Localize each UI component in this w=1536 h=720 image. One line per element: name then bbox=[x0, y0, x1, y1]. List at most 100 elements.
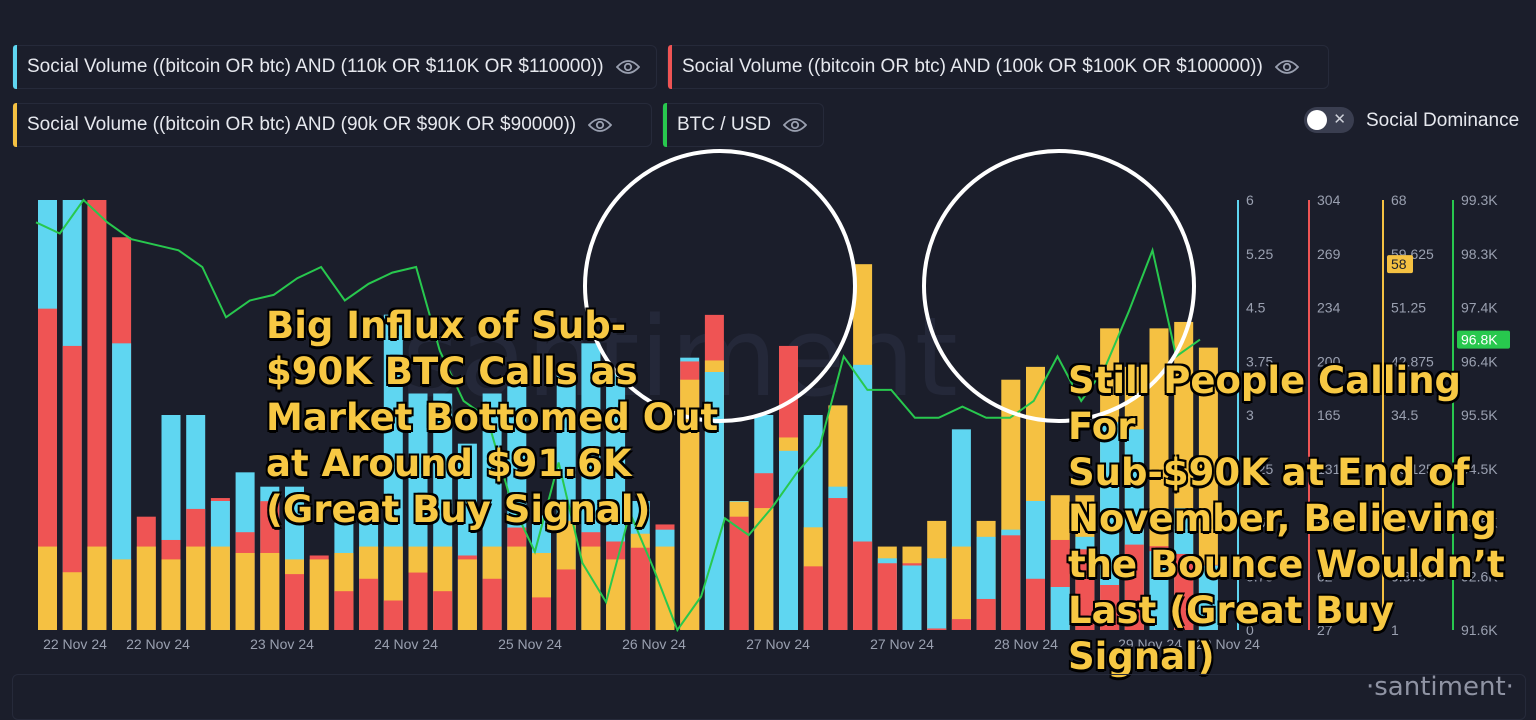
x-tick-label: 26 Nov 24 bbox=[622, 636, 686, 652]
bar-90k bbox=[161, 559, 181, 630]
bar-100k bbox=[87, 200, 107, 630]
annotation-left-line: Big Influx of Sub- bbox=[266, 304, 627, 347]
bar-90k bbox=[210, 546, 230, 630]
axis-tick-label: 34.5 bbox=[1391, 407, 1418, 423]
annotation-right-line: Last (Great Buy Signal) bbox=[1068, 589, 1394, 678]
bar-100k bbox=[433, 591, 453, 630]
axis-tick-label: 304 bbox=[1317, 192, 1341, 208]
legend-item-btc[interactable]: BTC / USD bbox=[662, 103, 824, 147]
bar-100k bbox=[1026, 578, 1045, 630]
bar-100k bbox=[1100, 584, 1120, 630]
axis-badge-label: 96.8K bbox=[1461, 332, 1498, 348]
bar-100k bbox=[828, 498, 848, 630]
bar-100k bbox=[556, 569, 576, 630]
axis-tick-label: 131 bbox=[1317, 461, 1341, 477]
axis-tick-label: 96 bbox=[1317, 515, 1333, 531]
bar-100k bbox=[853, 541, 873, 630]
axis-tick-label: 96.4K bbox=[1461, 353, 1498, 369]
bar-110k bbox=[112, 343, 132, 630]
annotation-right-line: the Bounce Wouldn’t bbox=[1068, 543, 1505, 586]
axis-tick-label: 5.25 bbox=[1246, 246, 1273, 262]
right-axes: 6 5.25 4.5 3.75 3 2.25 1.5 0.75 0 304 269 234 200 165… bbox=[1237, 192, 1510, 638]
axis-badge-90k bbox=[1387, 255, 1413, 274]
axis-tick-label: 94.5K bbox=[1461, 461, 1498, 477]
bar-90k bbox=[457, 559, 477, 630]
legend-color-110k bbox=[13, 45, 17, 89]
bar-100k bbox=[334, 591, 354, 630]
x-tick-label: 27 Nov 24 bbox=[870, 636, 934, 652]
legend-color-100k bbox=[668, 45, 672, 89]
x-tick-label: 25 Nov 24 bbox=[498, 636, 562, 652]
x-tick-label: 28 Nov 24 bbox=[994, 636, 1058, 652]
bar-100k bbox=[62, 345, 82, 630]
axis-tick-label: 99.3K bbox=[1461, 192, 1498, 208]
axis-tick-label: 62 bbox=[1317, 568, 1333, 584]
bar-90k bbox=[507, 546, 527, 630]
axis-tick-label: 234 bbox=[1317, 300, 1341, 316]
bar-100k bbox=[383, 600, 403, 630]
axis-tick-label: 92.6K bbox=[1461, 568, 1498, 584]
santiment-logo: ·santiment· bbox=[1366, 672, 1514, 702]
axis-tick-label: 91.6K bbox=[1461, 622, 1498, 638]
axis-tick-label: 6 bbox=[1246, 192, 1254, 208]
eye-icon[interactable] bbox=[782, 117, 807, 133]
legend-color-90k bbox=[13, 103, 17, 147]
bar-90k bbox=[235, 552, 255, 630]
axis-tick-label: 0 bbox=[1246, 622, 1254, 638]
x-tick-label: 29 Nov 24 bbox=[1196, 636, 1260, 652]
legend-item-110k[interactable]: Social Volume ((bitcoin OR btc) AND (110… bbox=[12, 45, 657, 89]
legend-item-90k[interactable]: Social Volume ((bitcoin OR btc) AND (90k… bbox=[12, 103, 652, 147]
bar-110k bbox=[779, 450, 798, 630]
x-axis-ticks: 22 Nov 24 22 Nov 24 23 Nov 24 24 Nov 24 25 N… bbox=[43, 636, 1260, 652]
bar-100k bbox=[532, 597, 551, 630]
axis-tick-label: 3 bbox=[1246, 407, 1254, 423]
eye-icon[interactable] bbox=[1274, 59, 1299, 75]
bar-90k bbox=[62, 572, 82, 630]
bar-90k bbox=[680, 379, 700, 630]
annotation-left-line: at Around $91.6K bbox=[266, 442, 632, 485]
bar-100k bbox=[482, 578, 502, 630]
x-tick-label: 22 Nov 24 bbox=[126, 636, 190, 652]
bar-90k bbox=[87, 546, 107, 630]
bar-100k bbox=[630, 547, 650, 630]
range-navigator[interactable] bbox=[12, 674, 1526, 720]
bar-110k bbox=[1149, 551, 1169, 630]
bar-110k bbox=[1198, 565, 1218, 630]
axis-tick-label: 68 bbox=[1391, 192, 1407, 208]
bar-100k bbox=[1075, 549, 1095, 630]
axis-tick-label: 0.75 bbox=[1246, 568, 1273, 584]
bar-90k bbox=[112, 559, 132, 630]
bar-100k bbox=[927, 628, 947, 630]
x-tick-label: 29 Nov 24 bbox=[1118, 636, 1182, 652]
bar-90k bbox=[606, 559, 626, 630]
btc-price-line-path bbox=[35, 198, 1201, 633]
axis-tick-label: 165 bbox=[1317, 407, 1341, 423]
legend-label-110k: Social Volume ((bitcoin OR btc) AND (110… bbox=[27, 56, 604, 77]
annotation-left-line: Market Bottomed Out bbox=[266, 396, 719, 439]
bar-100k bbox=[1174, 553, 1194, 630]
axis-tick-label: 269 bbox=[1317, 246, 1341, 262]
axis-tick-label: 97.4K bbox=[1461, 300, 1498, 316]
eye-icon[interactable] bbox=[615, 59, 640, 75]
axis-badge-label: 58 bbox=[1391, 256, 1407, 272]
bar-90k bbox=[38, 546, 57, 630]
bar-100k bbox=[729, 516, 749, 630]
axis-tick-label: 4.5 bbox=[1246, 300, 1266, 316]
axis-tick-label: 2.25 bbox=[1246, 461, 1273, 477]
highlight-circles bbox=[583, 149, 1196, 423]
social-dominance-toggle[interactable]: ✕ bbox=[1304, 107, 1354, 133]
bar-100k bbox=[285, 574, 304, 630]
x-tick-label: 27 Nov 24 bbox=[746, 636, 810, 652]
annotation-left: Big Influx of Sub- $90K BTC Calls as Mar… bbox=[266, 303, 718, 533]
eye-icon[interactable] bbox=[588, 117, 613, 133]
legend-item-100k[interactable]: Social Volume ((bitcoin OR btc) AND (100… bbox=[667, 45, 1329, 89]
bar-90k bbox=[951, 546, 971, 630]
bar-110k bbox=[902, 565, 922, 630]
bar-100k bbox=[408, 572, 428, 630]
bar-100k bbox=[1001, 535, 1021, 630]
axis-badge-BTC / USD bbox=[1457, 330, 1510, 349]
toggle-knob bbox=[1307, 110, 1327, 130]
bar-110k bbox=[1100, 422, 1120, 630]
axis-tick-label: 93.5K bbox=[1461, 515, 1498, 531]
